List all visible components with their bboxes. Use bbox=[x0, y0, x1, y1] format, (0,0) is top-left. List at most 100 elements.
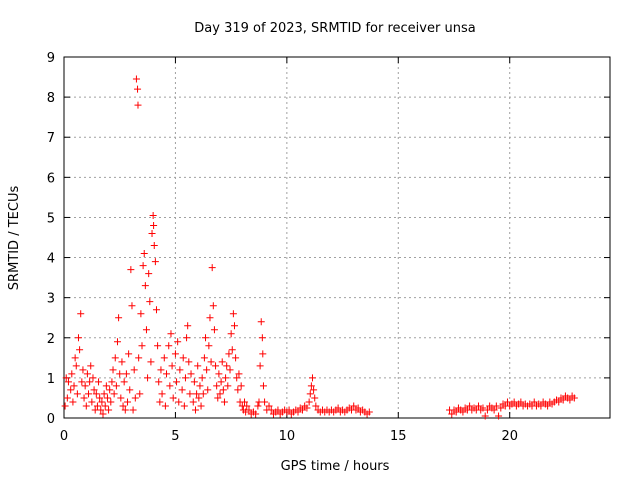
data-point bbox=[138, 342, 146, 350]
data-point bbox=[117, 394, 125, 402]
data-point bbox=[86, 378, 94, 386]
data-point bbox=[160, 354, 168, 362]
data-point bbox=[157, 366, 165, 374]
data-point bbox=[109, 366, 117, 374]
data-point bbox=[259, 382, 267, 390]
data-point bbox=[89, 374, 97, 382]
data-point bbox=[79, 366, 87, 374]
axis-tick-labels: 0 1 2 3 4 5 6 7 8 9 0 5 10 15 20 bbox=[47, 51, 518, 444]
data-point bbox=[198, 374, 206, 382]
data-point bbox=[312, 402, 320, 410]
data-point bbox=[225, 350, 233, 358]
data-point bbox=[154, 342, 162, 350]
data-point bbox=[219, 386, 227, 394]
data-point bbox=[76, 346, 84, 354]
data-point bbox=[103, 394, 111, 402]
data-point bbox=[274, 406, 282, 414]
data-point bbox=[303, 404, 311, 412]
data-point bbox=[495, 412, 503, 420]
data-point bbox=[148, 229, 156, 237]
data-point bbox=[213, 382, 221, 390]
data-point bbox=[180, 402, 188, 410]
data-point bbox=[196, 382, 204, 390]
data-point bbox=[310, 386, 318, 394]
data-point bbox=[140, 250, 148, 258]
data-point bbox=[122, 370, 130, 378]
data-point bbox=[259, 350, 267, 358]
data-point bbox=[226, 366, 234, 374]
data-point bbox=[81, 382, 89, 390]
data-point bbox=[120, 378, 128, 386]
data-point bbox=[452, 408, 460, 416]
data-point bbox=[126, 386, 134, 394]
data-point bbox=[127, 266, 135, 274]
data-point bbox=[116, 370, 124, 378]
chart-title: Day 319 of 2023, SRMTID for receiver uns… bbox=[194, 21, 475, 36]
data-point bbox=[354, 404, 362, 412]
data-point bbox=[173, 378, 181, 386]
data-point bbox=[70, 382, 78, 390]
data-point bbox=[261, 398, 269, 406]
data-point bbox=[161, 402, 169, 410]
data-point bbox=[503, 398, 511, 406]
x-axis-label: GPS time / hours bbox=[281, 459, 390, 474]
y-tick-label: 7 bbox=[47, 131, 55, 146]
x-tick-label: 20 bbox=[501, 429, 518, 444]
data-point bbox=[184, 322, 192, 330]
data-point bbox=[139, 262, 147, 270]
data-point bbox=[481, 412, 489, 420]
data-point bbox=[144, 374, 152, 382]
data-point bbox=[232, 354, 240, 362]
data-point bbox=[208, 264, 216, 272]
data-point bbox=[194, 362, 202, 370]
data-point bbox=[63, 394, 71, 402]
data-point bbox=[222, 374, 230, 382]
data-point bbox=[207, 358, 215, 366]
data-point bbox=[209, 302, 217, 310]
data-point bbox=[125, 350, 133, 358]
data-point bbox=[183, 334, 191, 342]
data-point bbox=[156, 398, 164, 406]
data-point bbox=[193, 390, 201, 398]
data-point bbox=[147, 358, 155, 366]
data-point bbox=[105, 406, 113, 414]
y-tick-label: 8 bbox=[47, 91, 55, 106]
data-point bbox=[334, 404, 342, 412]
data-point bbox=[566, 396, 574, 404]
data-point bbox=[93, 402, 101, 410]
y-tick-label: 1 bbox=[47, 372, 55, 387]
data-point bbox=[559, 396, 567, 404]
data-point bbox=[517, 398, 525, 406]
data-point bbox=[181, 374, 189, 382]
data-point bbox=[175, 398, 183, 406]
data-point bbox=[206, 314, 214, 322]
y-tick-label: 5 bbox=[47, 211, 55, 226]
data-point bbox=[171, 350, 179, 358]
data-point bbox=[197, 402, 205, 410]
data-point bbox=[108, 378, 116, 386]
x-tick-label: 15 bbox=[390, 429, 407, 444]
axis-ticks bbox=[63, 56, 610, 419]
data-point bbox=[195, 394, 203, 402]
data-point bbox=[121, 406, 129, 414]
data-point bbox=[155, 378, 163, 386]
data-point bbox=[252, 410, 260, 418]
data-point bbox=[254, 402, 262, 410]
data-point bbox=[466, 402, 474, 410]
x-tick-label: 5 bbox=[171, 429, 179, 444]
data-point bbox=[298, 406, 306, 414]
data-point bbox=[78, 378, 86, 386]
data-point bbox=[191, 406, 199, 414]
data-point bbox=[74, 334, 82, 342]
data-point bbox=[135, 354, 143, 362]
data-point bbox=[365, 408, 373, 416]
data-point bbox=[223, 362, 231, 370]
data-point bbox=[87, 362, 95, 370]
data-point bbox=[77, 310, 85, 318]
data-point bbox=[163, 370, 171, 378]
data-point bbox=[205, 342, 213, 350]
data-point bbox=[129, 406, 137, 414]
data-point bbox=[106, 386, 114, 394]
data-point bbox=[150, 242, 158, 250]
